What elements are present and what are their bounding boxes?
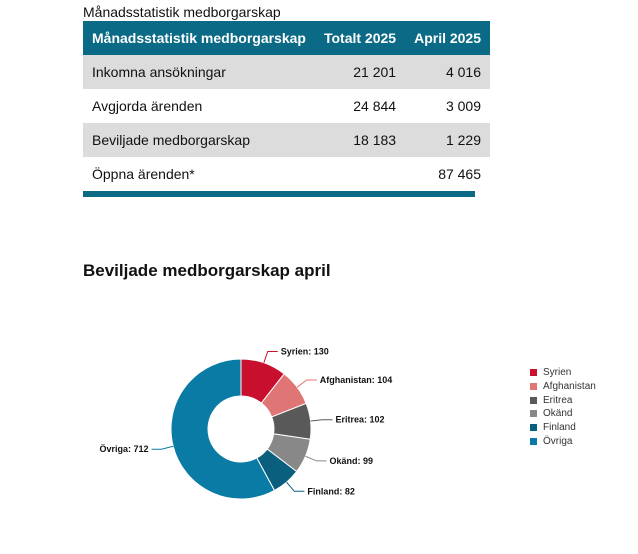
row-total: 24 844: [353, 98, 397, 114]
leader-line-övriga: [151, 445, 174, 450]
legend-swatch: [530, 396, 537, 404]
row-label: Avgjorda ärenden: [92, 98, 203, 114]
data-label-övriga: Övriga: 712: [100, 444, 149, 454]
donut-slice-övriga: [170, 358, 276, 500]
legend-item-afghanistan: Afghanistan: [530, 380, 596, 394]
statistics-table: Månadsstatistik medborgarskap Totalt 202…: [83, 21, 491, 191]
row-label: Beviljade medborgarskap: [83, 123, 315, 157]
legend-swatch: [530, 424, 537, 432]
legend-label: Eritrea: [543, 394, 573, 406]
legend-item-finland: Finland: [530, 421, 596, 435]
legend-label: Okänd: [543, 408, 573, 420]
row-label: Öppna ärenden*: [92, 166, 195, 182]
data-label-eritrea: Eritrea: 102: [335, 415, 384, 425]
legend-item-övriga: Övriga: [530, 434, 596, 448]
table-row: Öppna ärenden* 87 465: [83, 157, 490, 191]
legend-label: Finland: [543, 422, 576, 434]
header-april-2025: April 2025: [405, 21, 491, 55]
legend-item-eritrea: Eritrea: [530, 393, 596, 407]
chart-legend: Syrien Afghanistan Eritrea Okänd Finland Övri…: [530, 366, 596, 448]
data-label-okänd: Okänd: 99: [330, 456, 374, 466]
leader-line-okänd: [305, 455, 327, 462]
table-row: Inkomna ansökningar 21 201 4 016: [83, 55, 491, 89]
legend-label: Syrien: [543, 367, 572, 379]
data-label-afghanistan: Afghanistan: 104: [320, 375, 393, 385]
row-april: 4 016: [405, 55, 491, 89]
row-april: 87 465: [438, 166, 482, 182]
legend-item-syrien: Syrien: [530, 366, 596, 380]
leader-line-finland: [286, 481, 305, 492]
row-total: 21 201: [314, 55, 406, 89]
table-row: Beviljade medborgarskap 18 183 1 229: [83, 123, 491, 157]
legend-swatch: [530, 410, 537, 418]
chart-title: Beviljade medborgarskap april: [83, 261, 331, 280]
legend-swatch: [530, 437, 537, 445]
row-april: 3 009: [445, 98, 482, 114]
row-april: 1 229: [405, 123, 491, 157]
leader-line-afghanistan: [296, 379, 317, 388]
legend-label: Afghanistan: [543, 381, 596, 393]
row-label: Inkomna ansökningar: [83, 55, 315, 89]
legend-swatch: [530, 369, 537, 377]
data-label-syrien: Syrien: 130: [281, 346, 329, 356]
legend-item-okänd: Okänd: [530, 407, 596, 421]
table-caption: Månadsstatistik medborgarskap: [83, 4, 281, 20]
legend-swatch: [530, 383, 537, 391]
legend-label: Övriga: [543, 435, 573, 447]
table-bottom-rule: [83, 191, 475, 197]
leader-line-syrien: [263, 350, 278, 363]
table-header-row: Månadsstatistik medborgarskap Totalt 202…: [83, 21, 491, 55]
header-total-2025: Totalt 2025: [314, 21, 406, 55]
header-category: Månadsstatistik medborgarskap: [83, 21, 315, 55]
leader-line-eritrea: [310, 419, 333, 422]
table-row: Avgjorda ärenden 24 844 3 009: [83, 89, 490, 123]
data-label-finland: Finland: 82: [307, 486, 355, 496]
row-total: 18 183: [314, 123, 406, 157]
